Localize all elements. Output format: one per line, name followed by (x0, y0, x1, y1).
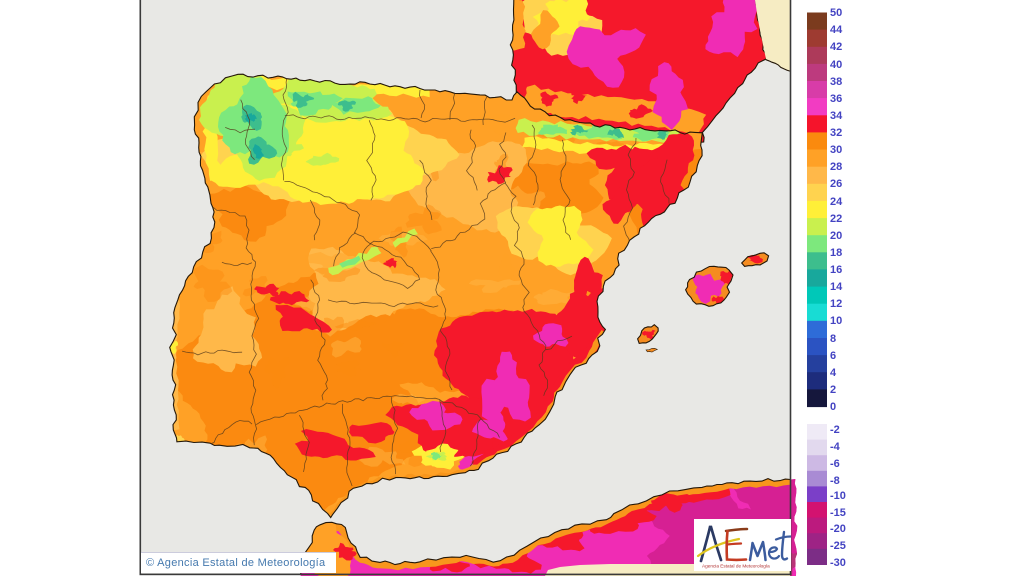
svg-text:Agencia Estatal de Meteorologí: Agencia Estatal de Meteorología (702, 564, 770, 569)
